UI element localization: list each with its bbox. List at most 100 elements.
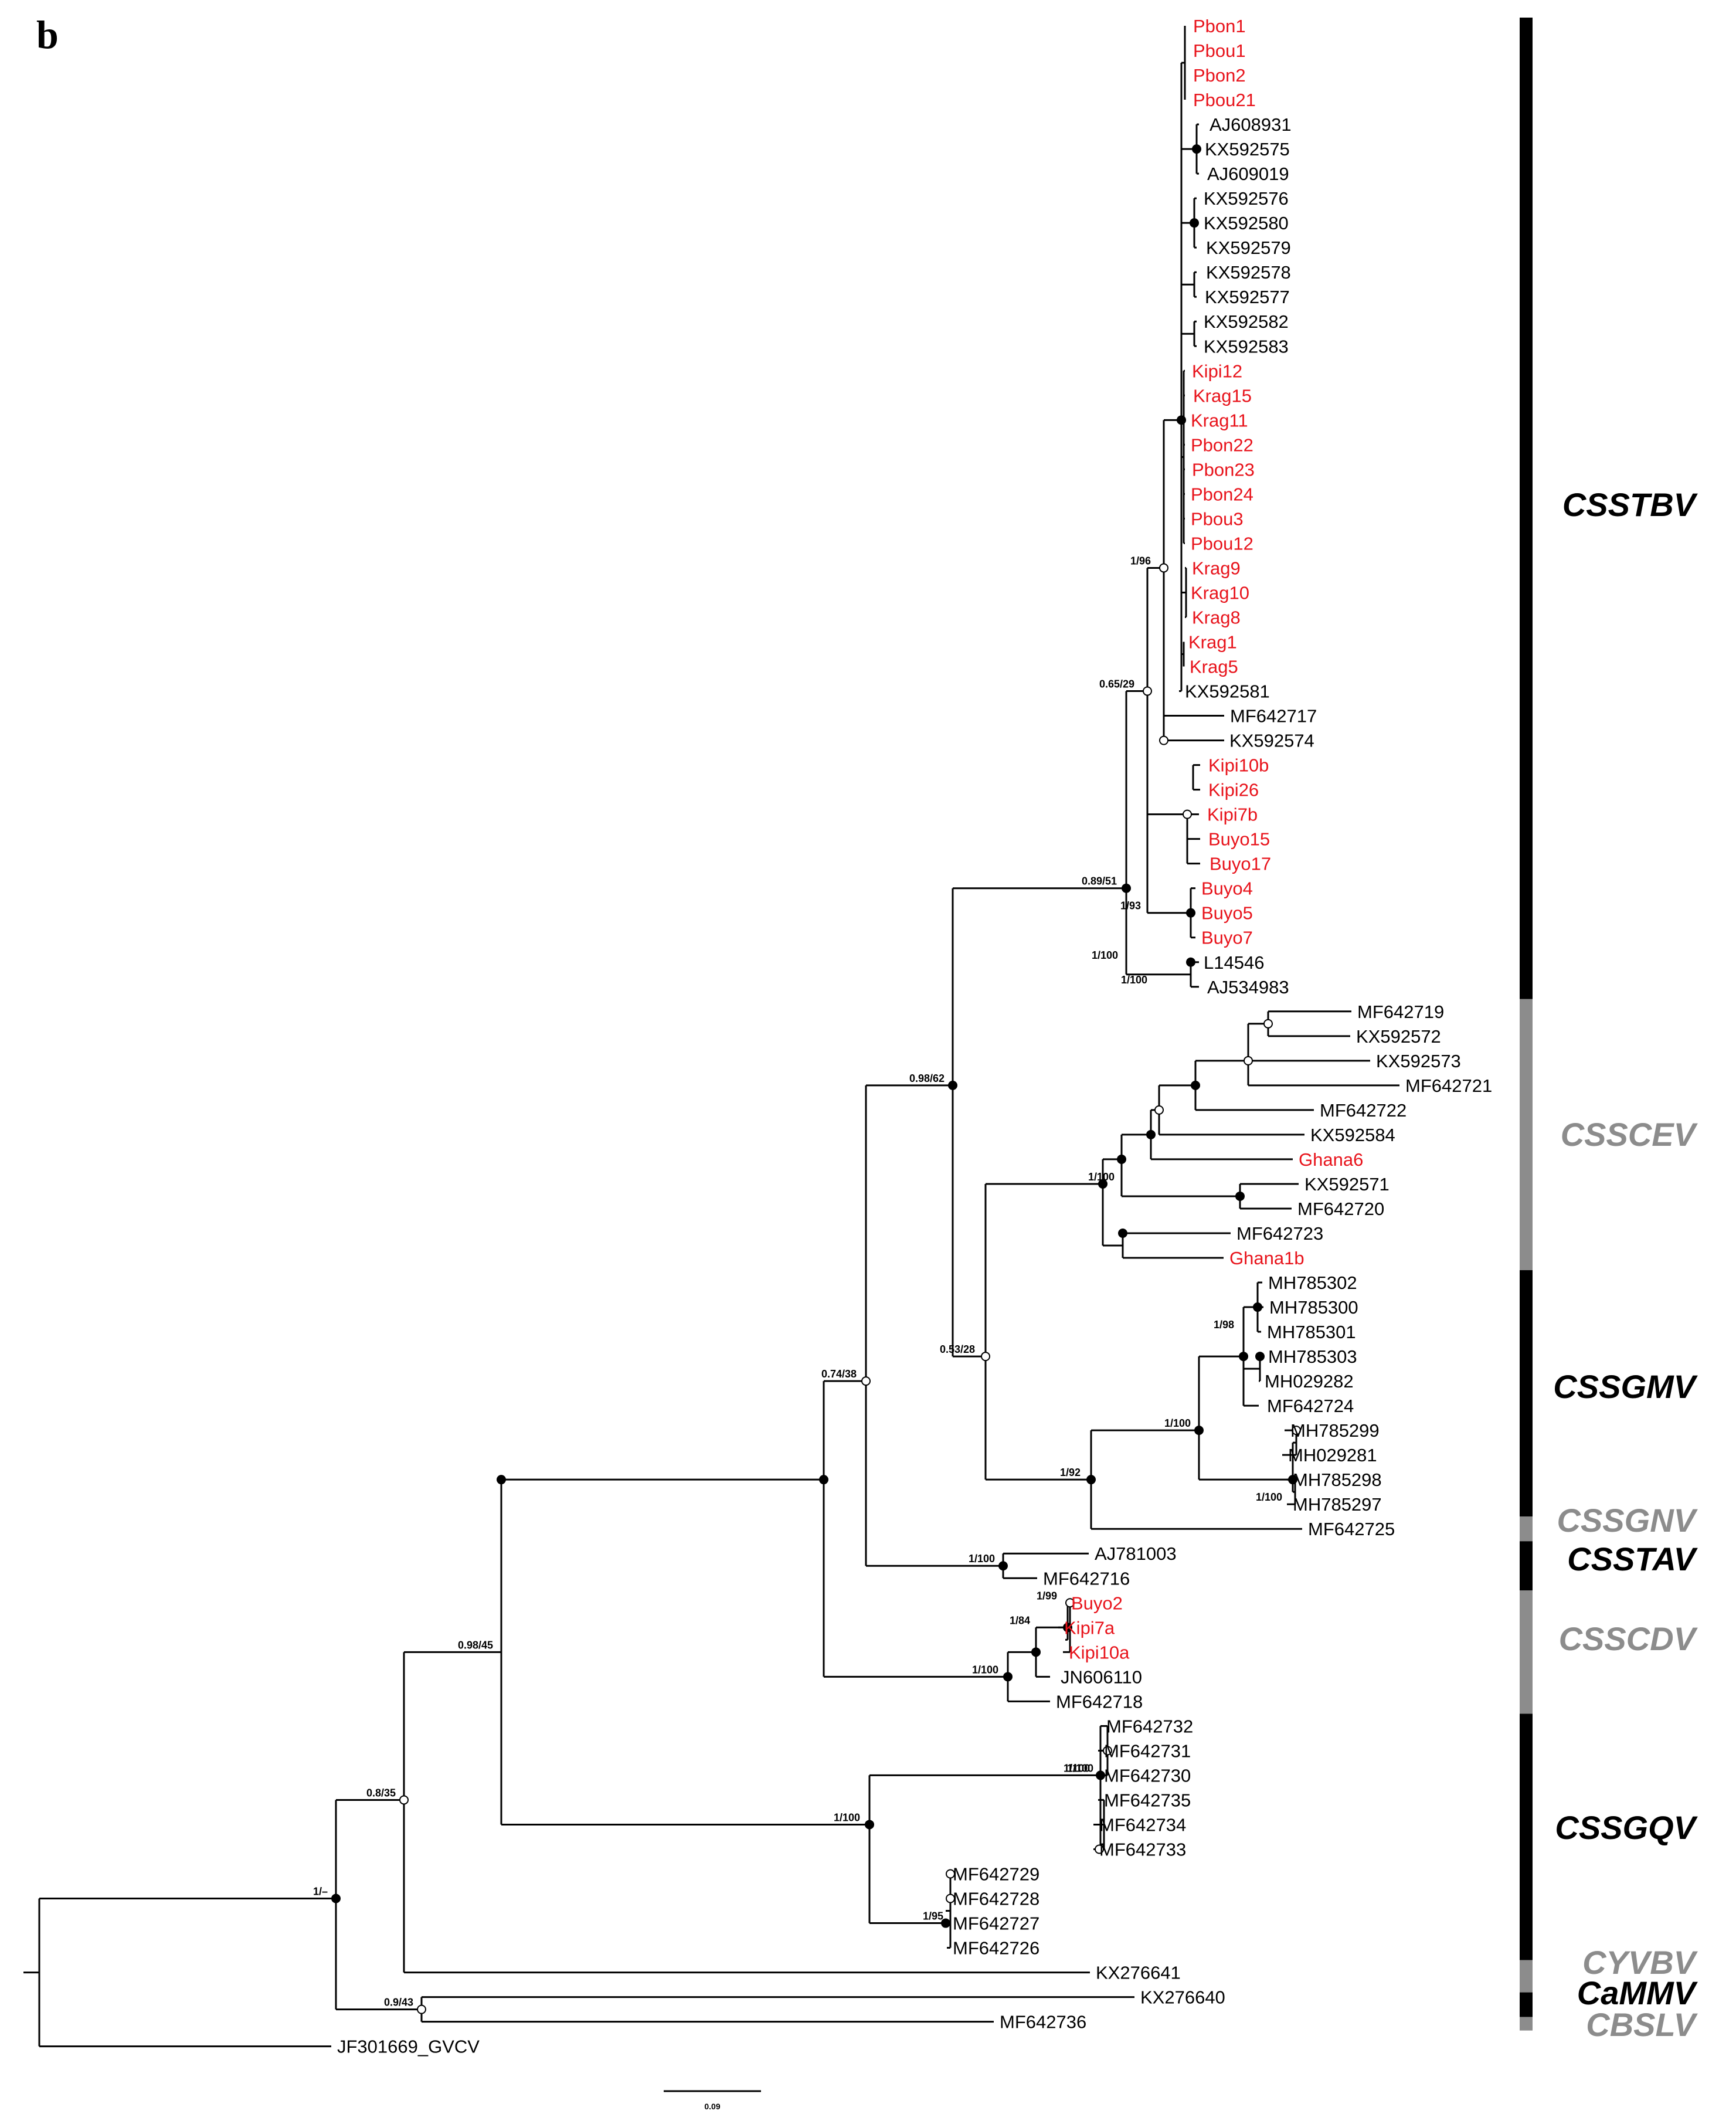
leaf-label: Ghana6 xyxy=(1299,1149,1363,1170)
clade-label-csscdv: CSSCDV xyxy=(1559,1620,1698,1657)
leaf-label: MH785297 xyxy=(1293,1494,1382,1515)
weak-node-marker xyxy=(1159,735,1168,745)
leaf-label: KX592575 xyxy=(1205,139,1290,160)
support-value: 0.89/51 xyxy=(1082,876,1117,887)
clade-label-cyvbv: CYVBV xyxy=(1582,1944,1698,1981)
support-value: 1/100 xyxy=(1064,1762,1090,1774)
leaf-label: MH785303 xyxy=(1268,1346,1357,1367)
leaf-label: KX592581 xyxy=(1185,681,1270,702)
panel-label: b xyxy=(36,12,59,57)
leaf-label: Kipi7a xyxy=(1064,1617,1115,1638)
clade-label-cssgqv: CSSGQV xyxy=(1555,1809,1698,1846)
supported-node-marker xyxy=(1098,1179,1107,1189)
weak-node-marker xyxy=(1154,1105,1164,1115)
leaf-label: Pbou3 xyxy=(1191,508,1244,529)
leaf-label: Pbon1 xyxy=(1193,16,1246,36)
support-value: 1/100 xyxy=(834,1811,860,1823)
supported-node-marker xyxy=(1194,1426,1204,1436)
support-value: 1/100 xyxy=(1121,974,1147,986)
leaf-label: AJ781003 xyxy=(1095,1543,1177,1564)
leaf-label: KX592578 xyxy=(1206,262,1291,283)
supported-node-marker xyxy=(865,1820,874,1830)
support-value: 1/99 xyxy=(1037,1590,1057,1601)
supported-node-marker xyxy=(1031,1647,1041,1657)
leaf-label: AJ534983 xyxy=(1207,977,1289,997)
leaf-label: Pbou1 xyxy=(1193,40,1246,61)
clade-bar-cbslv xyxy=(1520,2017,1533,2031)
leaf-label: KX592582 xyxy=(1204,311,1289,332)
support-values: 1/96 0.65/29 0.89/51 1/100 1/93 1/100 1/100 0.9… xyxy=(313,555,1282,2008)
scale-bar-label: 0.09 xyxy=(704,2102,720,2111)
clade-bar-csstbv xyxy=(1520,18,1533,999)
support-value: 0.98/45 xyxy=(458,1639,493,1651)
support-value: 1/100 xyxy=(1256,1491,1282,1503)
support-value: 1/100 xyxy=(1067,1762,1093,1774)
supported-node-marker xyxy=(1003,1672,1013,1682)
weak-node-marker xyxy=(1065,1598,1075,1608)
leaf-label: Buyo5 xyxy=(1201,903,1253,924)
weak-node-marker xyxy=(1263,1019,1273,1029)
tree-node-markers xyxy=(331,144,1301,2014)
leaf-label: MF642736 xyxy=(1000,2012,1086,2032)
leaf-label: Kipi12 xyxy=(1192,361,1242,381)
support-value: 1/100 xyxy=(1088,1171,1115,1183)
clade-label-cssgmv: CSSGMV xyxy=(1553,1368,1698,1405)
clade-label-cbslv: CBSLV xyxy=(1586,2006,1698,2043)
weak-node-marker xyxy=(417,2004,426,2014)
weak-node-marker xyxy=(1292,1426,1301,1436)
supported-node-marker xyxy=(1288,1475,1297,1485)
supported-node-marker xyxy=(948,1080,957,1090)
leaf-label: Krag1 xyxy=(1188,632,1237,653)
leaf-label: Buyo7 xyxy=(1201,928,1253,948)
supported-node-marker xyxy=(1186,957,1195,967)
support-value: 0.74/38 xyxy=(821,1368,857,1380)
leaf-label: AJ608931 xyxy=(1210,114,1292,135)
supported-node-marker xyxy=(1096,1770,1105,1780)
support-value: 0.53/28 xyxy=(940,1343,975,1355)
clade-bar-cssgqv xyxy=(1520,1713,1533,1960)
weak-node-marker xyxy=(1244,1056,1253,1066)
leaf-label: Krag15 xyxy=(1193,385,1252,406)
leaf-label: MF642719 xyxy=(1357,1002,1444,1022)
clade-label-csscev: CSSCEV xyxy=(1561,1116,1698,1153)
leaf-label: Ghana1b xyxy=(1229,1248,1304,1268)
leaf-label: MF642727 xyxy=(953,1913,1039,1934)
leaf-label: JN606110 xyxy=(1061,1667,1142,1687)
supported-node-marker xyxy=(1192,144,1201,154)
leaf-label: KX592572 xyxy=(1356,1026,1441,1047)
clade-label-cammv: CaMMV xyxy=(1577,1974,1698,2011)
support-value: 1/– xyxy=(313,1886,328,1898)
clade-label-csstbv: CSSTBV xyxy=(1562,486,1698,523)
leaf-label: AJ609019 xyxy=(1207,164,1289,184)
support-value: 1/96 xyxy=(1130,555,1151,566)
leaf-label: MF642728 xyxy=(953,1889,1039,1909)
leaf-label: Krag9 xyxy=(1192,558,1241,578)
clade-label-csstav: CSSTAV xyxy=(1567,1540,1698,1577)
leaf-label: Krag5 xyxy=(1190,657,1238,677)
leaf-label: MF642723 xyxy=(1236,1223,1323,1244)
leaf-label: Krag8 xyxy=(1192,607,1241,627)
leaf-label: KX592584 xyxy=(1310,1125,1395,1145)
support-value: 1/93 xyxy=(1120,900,1141,912)
leaf-label: MF642724 xyxy=(1267,1396,1354,1416)
leaf-label: Pbon22 xyxy=(1191,435,1253,455)
leaf-label: MF642735 xyxy=(1104,1790,1191,1810)
support-value: 1/95 xyxy=(923,1911,943,1922)
weak-node-marker xyxy=(946,1894,955,1903)
leaf-label: MF642732 xyxy=(1106,1716,1193,1736)
supported-node-marker xyxy=(497,1475,506,1485)
supported-node-marker xyxy=(998,1561,1008,1571)
leaf-label: MF642718 xyxy=(1056,1691,1143,1712)
support-value: 1/98 xyxy=(1214,1319,1234,1331)
weak-node-marker xyxy=(861,1376,871,1386)
leaf-label: Kipi7b xyxy=(1207,805,1258,825)
clade-bar-cssgmv xyxy=(1520,1270,1533,1517)
weak-node-marker xyxy=(399,1795,409,1805)
leaf-label: MF642733 xyxy=(1099,1839,1186,1859)
clade-bar-cyvbv xyxy=(1520,1960,1533,1993)
leaf-label: KX592579 xyxy=(1206,237,1291,258)
leaf-label: MF642729 xyxy=(953,1864,1039,1885)
support-value: 0.8/35 xyxy=(366,1787,396,1799)
clade-label-cssgnv: CSSGNV xyxy=(1557,1502,1698,1539)
